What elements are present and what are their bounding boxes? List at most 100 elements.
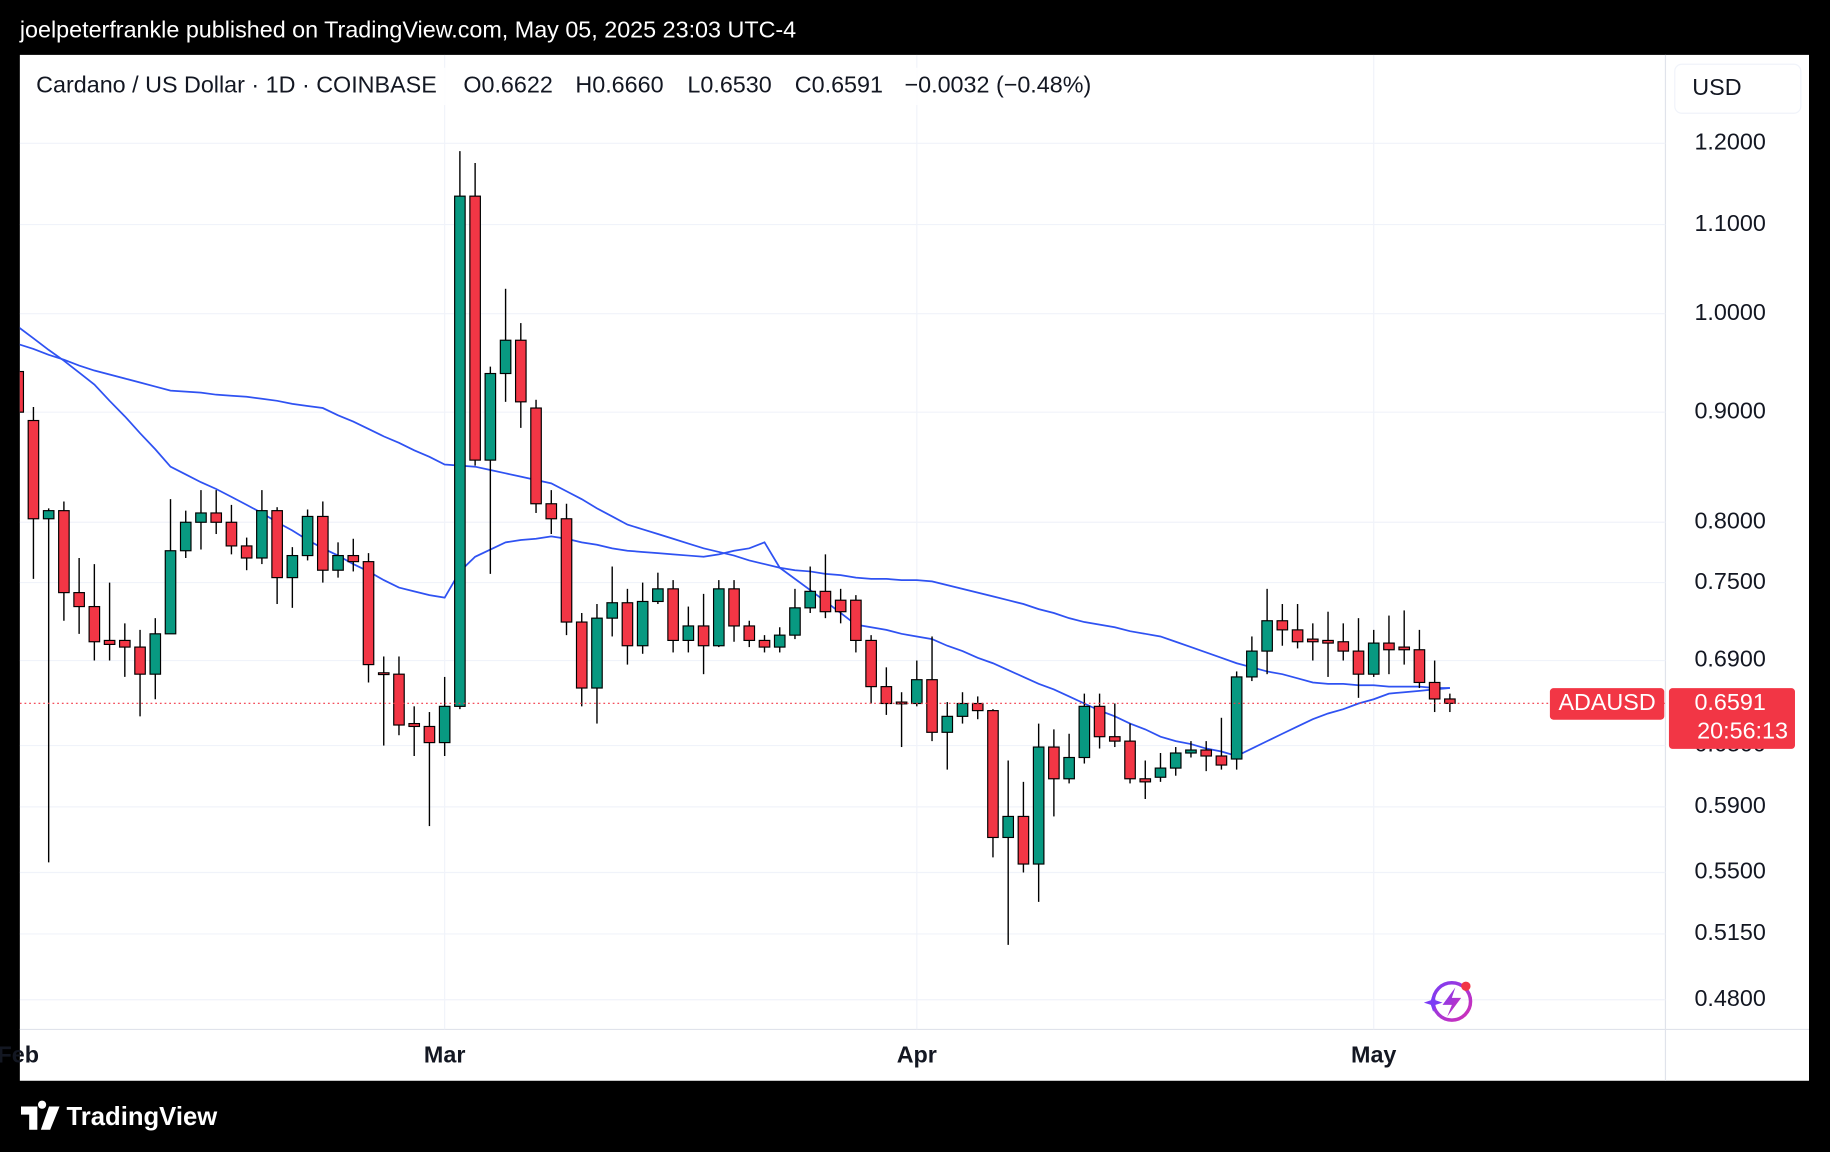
candle-body — [636, 600, 649, 647]
candle-body — [1215, 755, 1228, 766]
candle-body — [1337, 641, 1350, 652]
price-axis: 1.2000 1.1000 1.0000 0.9000 0.8000 0.7500 0.69… — [1549, 128, 1795, 1011]
candle-body — [1108, 736, 1121, 742]
candle-body — [1017, 815, 1030, 865]
candle-body — [743, 625, 756, 642]
candle-body — [926, 679, 938, 733]
symbol-legend: Cardano / US Dollar · 1D · COINBASE O0.6… — [25, 67, 1117, 106]
candle-body — [484, 372, 497, 461]
close-value: C0.6591 — [795, 72, 883, 98]
candle-body — [834, 599, 847, 613]
candle-body — [42, 510, 55, 520]
candle-body — [560, 518, 573, 623]
candle-body — [1063, 756, 1075, 780]
candle-body — [1352, 650, 1365, 675]
candle-body — [1276, 620, 1289, 631]
candle-body — [1291, 629, 1304, 643]
candle-body — [377, 672, 390, 676]
candle-body — [1139, 778, 1152, 783]
x-tick-label: Feb — [0, 1041, 39, 1067]
candle-body — [697, 625, 710, 647]
grid — [19, 54, 1666, 1030]
open-value: O0.6622 — [463, 72, 553, 98]
x-tick-label: May — [1351, 1041, 1396, 1067]
candle-body — [454, 195, 466, 707]
candle-body — [1322, 639, 1334, 644]
candle-body — [88, 605, 101, 643]
candle-body — [910, 679, 923, 705]
candle-body — [819, 590, 832, 613]
candle-body — [256, 510, 268, 559]
candle-body — [19, 370, 25, 413]
candle-body — [1398, 646, 1411, 651]
candle-body — [73, 592, 85, 608]
candle-body — [332, 554, 344, 571]
candle-body — [1169, 752, 1182, 769]
candle-body — [728, 588, 740, 627]
y-tick-label: 1.0000 — [1694, 299, 1765, 325]
y-tick-label: 0.5500 — [1694, 858, 1765, 884]
candle-body — [271, 510, 283, 579]
high-value: H0.6660 — [575, 72, 663, 98]
candle-body — [1078, 705, 1091, 759]
candle-body — [545, 503, 558, 520]
brand: TradingView — [21, 1100, 217, 1131]
y-tick-label: 0.8000 — [1694, 507, 1765, 533]
candle-body — [987, 710, 999, 839]
candle-body — [316, 515, 329, 571]
candle-body — [1230, 676, 1243, 760]
candle-body — [1444, 698, 1456, 704]
currency[interactable]: USD — [1692, 74, 1741, 100]
banner: joelpeterfrankle published on TradingVie… — [19, 17, 796, 43]
candle-body — [606, 602, 619, 619]
candle-body — [1383, 642, 1395, 651]
candle-body — [1306, 638, 1319, 643]
brand-logo — [21, 1100, 60, 1130]
symbol-tag-label: ADAUSD — [1558, 689, 1655, 715]
icon-dot[interactable] — [1461, 981, 1471, 991]
y-tick-label: 0.6900 — [1694, 646, 1765, 672]
candle-body — [499, 339, 512, 375]
candle-body — [758, 639, 771, 648]
candle-body — [210, 512, 223, 523]
symbol-tag — [1549, 688, 1665, 720]
moving-average-line — [19, 343, 1450, 689]
candle-body — [27, 419, 40, 520]
candle-body — [530, 407, 542, 505]
candle-body — [286, 554, 299, 579]
candle-body — [103, 639, 116, 645]
candle-body — [225, 521, 238, 547]
candle-body — [134, 646, 146, 675]
assistant-icon[interactable] — [1423, 980, 1473, 1022]
plot-area — [19, 151, 1666, 945]
candle-body — [591, 617, 603, 689]
candle-body — [712, 588, 725, 647]
icon-star[interactable] — [1423, 993, 1443, 1012]
candle-body — [1124, 740, 1136, 780]
candle-body — [804, 590, 817, 609]
y-tick-label: 0.5900 — [1694, 792, 1765, 818]
currency-button[interactable] — [1674, 63, 1802, 114]
candle-body — [850, 599, 862, 642]
candle-body — [941, 715, 954, 733]
candle-body — [652, 588, 664, 603]
candle-body — [880, 686, 893, 705]
candle-body — [179, 521, 192, 552]
icon-bolt[interactable] — [1442, 987, 1462, 1017]
candle-body — [621, 602, 634, 647]
candle-body — [1200, 749, 1213, 757]
candle-body — [58, 510, 70, 594]
x-tick-label: Apr — [897, 1041, 937, 1067]
change-value: −0.0032 (−0.48%) — [904, 72, 1091, 98]
candle-body — [1032, 746, 1045, 865]
price-tag-value: 0.6591 — [1694, 689, 1765, 715]
candle-body — [118, 639, 131, 648]
candle-body — [1428, 681, 1441, 700]
candle-body — [1261, 620, 1273, 652]
candle-body — [1093, 705, 1106, 738]
candle-body — [1367, 642, 1380, 675]
candle-body — [240, 545, 253, 559]
candle-body — [514, 339, 527, 403]
candle-body — [956, 702, 969, 717]
